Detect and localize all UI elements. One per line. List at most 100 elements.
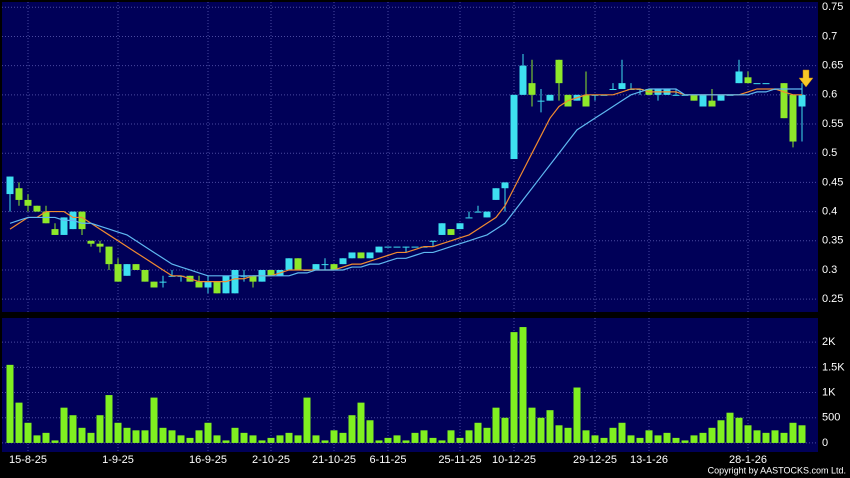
volume-bar: [591, 435, 599, 443]
volume-bar: [573, 387, 581, 443]
volume-bar: [474, 422, 482, 443]
candle-body: [555, 59, 563, 84]
candle-body: [150, 281, 158, 288]
x-tick-label: 13-1-26: [630, 454, 668, 466]
candle-body: [348, 252, 356, 259]
volume-bar: [78, 427, 86, 443]
volume-bar: [780, 432, 788, 443]
candle-body: [708, 100, 716, 107]
volume-bar: [528, 407, 536, 443]
candle-body: [357, 252, 365, 259]
y-tick-label: 0.65: [822, 60, 843, 72]
volume-bar: [384, 437, 392, 443]
volume-bar: [132, 430, 140, 443]
volume-bar: [51, 440, 59, 443]
volume-panel: [2, 318, 818, 452]
price-panel: [2, 2, 818, 312]
candle-body: [438, 223, 446, 235]
candle-body: [384, 246, 392, 248]
candle-body: [789, 94, 797, 142]
y-tick-label: 0.45: [822, 176, 843, 188]
volume-bar: [114, 422, 122, 443]
volume-bar: [105, 395, 113, 443]
volume-bar: [798, 425, 806, 443]
candle-body: [132, 264, 140, 270]
volume-bar: [564, 427, 572, 443]
volume-bar: [24, 422, 32, 443]
volume-bar: [123, 427, 131, 443]
y-tick-label: 0.4: [822, 205, 837, 217]
volume-bar: [195, 430, 203, 443]
volume-bar: [627, 435, 635, 443]
candle-body: [609, 88, 617, 90]
candle-body: [780, 83, 788, 119]
candle-body: [465, 217, 473, 219]
x-tick-label: 10-12-25: [492, 454, 536, 466]
x-tick-label: 29-12-25: [573, 454, 617, 466]
volume-bar: [708, 427, 716, 443]
candle-body: [123, 264, 131, 276]
volume-bar: [789, 422, 797, 443]
volume-bar: [312, 435, 320, 443]
candle-body: [699, 94, 707, 107]
volume-bar: [366, 420, 374, 443]
candle-body: [402, 246, 410, 248]
candle-body: [222, 275, 230, 294]
candle-body: [528, 83, 536, 95]
volume-bar: [6, 364, 14, 443]
candle-body: [474, 211, 482, 213]
volume-bar: [240, 432, 248, 443]
candle-body: [798, 94, 806, 107]
volume-bar: [762, 432, 770, 443]
candle-body: [429, 240, 437, 242]
candle-body: [447, 229, 455, 235]
volume-bar: [492, 407, 500, 443]
candle-body: [582, 94, 590, 107]
marker-arrow: [798, 69, 814, 88]
volume-bar: [429, 437, 437, 443]
volume-bar: [213, 435, 221, 443]
volume-bar: [618, 422, 626, 443]
candle-body: [393, 246, 401, 248]
candle-body: [330, 264, 338, 270]
volume-bar: [420, 430, 428, 443]
candle-body: [321, 264, 329, 266]
candle-body: [312, 264, 320, 270]
candle-body: [285, 258, 293, 270]
candle-body: [537, 100, 545, 102]
candle-body: [366, 252, 374, 259]
candle-body: [483, 211, 491, 218]
volume-bar: [42, 432, 50, 443]
candle-body: [33, 205, 41, 212]
volume-bar: [717, 420, 725, 443]
candle-body: [672, 94, 680, 96]
candle-body: [213, 281, 221, 294]
volume-bar: [735, 417, 743, 443]
candle-body: [195, 281, 203, 288]
volume-bar: [690, 435, 698, 443]
volume-bar: [447, 430, 455, 443]
candle-body: [519, 65, 527, 95]
volume-bar: [609, 427, 617, 443]
volume-bar: [330, 430, 338, 443]
candle-body: [60, 217, 68, 235]
candle-body: [294, 258, 302, 270]
candle-body: [24, 199, 32, 206]
volume-bar: [546, 410, 554, 443]
volume-bar: [411, 432, 419, 443]
candle-body: [735, 71, 743, 84]
y-tick-label: 0.35: [822, 235, 843, 247]
candle-body: [510, 94, 518, 160]
volume-bar: [87, 432, 95, 443]
volume-bar: [663, 432, 671, 443]
x-tick-label: 25-11-25: [438, 454, 481, 466]
candle-body: [546, 94, 554, 101]
volume-bar: [393, 435, 401, 443]
volume-bar: [465, 430, 473, 443]
volume-bar: [636, 437, 644, 443]
y-tick-label: 0.25: [822, 293, 843, 305]
volume-bar: [555, 425, 563, 443]
y-tick-label: 0.5: [822, 147, 837, 159]
volume-bar: [60, 407, 68, 443]
candle-body: [249, 275, 257, 282]
